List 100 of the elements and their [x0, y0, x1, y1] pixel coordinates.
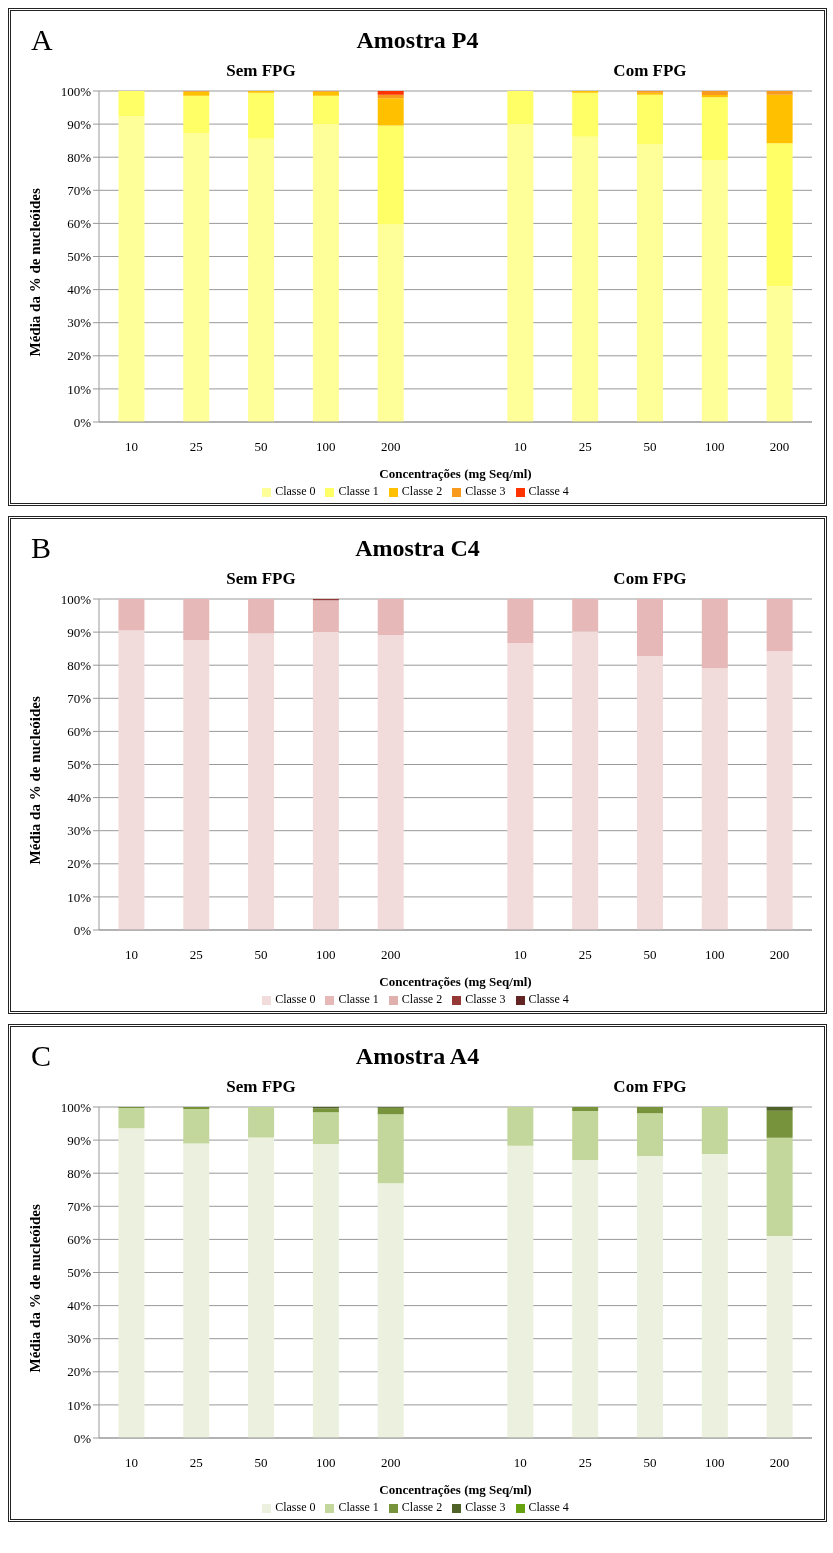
- bar: [377, 1114, 404, 1184]
- legend-label: Classe 1: [338, 484, 379, 498]
- y-tick-label: 100%: [60, 591, 92, 607]
- y-tick-label: 90%: [67, 624, 92, 640]
- bar: [312, 1112, 339, 1145]
- x-tick-label: 50: [643, 947, 657, 963]
- y-tick-label: 80%: [67, 149, 92, 165]
- y-tick-label: 10%: [67, 1397, 92, 1413]
- bar: [248, 1137, 275, 1438]
- y-tick-label: 20%: [67, 856, 92, 872]
- y-tick-label: 50%: [67, 249, 92, 265]
- bar: [572, 1107, 599, 1111]
- legend-label: Classe 4: [528, 1500, 569, 1514]
- x-tick-label: 100: [316, 439, 336, 455]
- x-tick-label: 50: [643, 439, 657, 455]
- bar: [377, 91, 404, 95]
- x-tick-label: 25: [578, 947, 592, 963]
- bar: [766, 1137, 793, 1237]
- y-tick-label: 80%: [67, 657, 92, 673]
- bar: [766, 599, 793, 652]
- legend-label: Classe 1: [338, 1500, 379, 1514]
- x-tick-label: 10: [513, 439, 527, 455]
- x-tick-label: 200: [769, 439, 790, 455]
- bar: [636, 144, 663, 422]
- bar: [766, 651, 793, 930]
- bar: [183, 1143, 210, 1438]
- legend-label: Classe 0: [275, 992, 316, 1006]
- bar: [507, 643, 534, 930]
- bar: [377, 1107, 404, 1115]
- y-tick-label: 40%: [67, 790, 92, 806]
- x-tick-label: 50: [254, 439, 268, 455]
- bar: [507, 1107, 534, 1146]
- y-tick-label: 0%: [73, 922, 92, 938]
- x-tick-label: 50: [254, 1455, 268, 1471]
- legend-label: Classe 2: [401, 484, 443, 498]
- x-tick-label: 25: [578, 1455, 592, 1471]
- bar: [636, 1113, 663, 1156]
- x-tick-label: 25: [189, 1455, 203, 1471]
- bar: [572, 631, 599, 930]
- x-tick-label: 10: [124, 439, 138, 455]
- x-tick-label: 100: [705, 947, 725, 963]
- y-tick-label: 70%: [67, 690, 92, 706]
- bar: [312, 124, 339, 422]
- legend-label: Classe 4: [528, 992, 569, 1006]
- bar: [248, 1107, 275, 1138]
- y-tick-label: 20%: [67, 348, 92, 364]
- x-axis-title: Concentrações (mg Seq/ml): [379, 974, 532, 989]
- y-tick-label: 90%: [67, 116, 92, 132]
- bar: [183, 1108, 210, 1144]
- text: Com FPG: [612, 61, 688, 81]
- bar: [636, 655, 663, 930]
- bar: [507, 124, 534, 422]
- x-tick-label: 200: [769, 947, 790, 963]
- bar: [248, 138, 275, 422]
- y-tick-label: 0%: [73, 414, 92, 430]
- y-tick-label: 60%: [67, 724, 92, 740]
- y-tick-label: 70%: [67, 1198, 92, 1214]
- y-tick-label: 10%: [67, 889, 92, 905]
- bar: [312, 632, 339, 930]
- bar: [636, 599, 663, 656]
- y-tick-label: 0%: [73, 1430, 92, 1446]
- bar: [766, 143, 793, 287]
- bar: [572, 1159, 599, 1438]
- y-tick-label: 100%: [60, 83, 92, 99]
- bar: [312, 600, 339, 633]
- x-tick-label: 10: [513, 947, 527, 963]
- legend-label: Classe 1: [338, 992, 379, 1006]
- bar: [377, 98, 404, 126]
- text: A: [31, 23, 53, 57]
- bar: [636, 1107, 663, 1114]
- bar: [701, 160, 728, 422]
- y-tick-label: 20%: [67, 1364, 92, 1380]
- bar: [701, 1154, 728, 1438]
- text: B: [31, 531, 52, 565]
- x-tick-label: 100: [316, 947, 336, 963]
- y-tick-label: 60%: [67, 1232, 92, 1248]
- bar: [312, 1108, 339, 1113]
- x-tick-label: 10: [124, 947, 138, 963]
- bar: [248, 633, 275, 930]
- x-tick-label: 200: [769, 1455, 790, 1471]
- x-tick-label: 100: [705, 439, 725, 455]
- y-tick-label: 40%: [67, 1298, 92, 1314]
- bar: [118, 116, 145, 422]
- y-tick-label: 100%: [60, 1099, 92, 1115]
- x-tick-label: 10: [124, 1455, 138, 1471]
- bar: [183, 91, 210, 96]
- bar: [377, 635, 404, 930]
- bar: [183, 640, 210, 930]
- bar: [572, 136, 599, 422]
- bar: [118, 1107, 145, 1129]
- y-tick-label: 50%: [67, 757, 92, 773]
- y-tick-label: 10%: [67, 381, 92, 397]
- bar: [377, 224, 404, 422]
- x-tick-label: 25: [189, 947, 203, 963]
- bar: [377, 125, 404, 225]
- x-axis-title: Concentrações (mg Seq/ml): [379, 1482, 532, 1497]
- y-tick-label: 70%: [67, 182, 92, 198]
- bar: [507, 599, 534, 644]
- bar: [377, 599, 404, 636]
- legend-label: Classe 2: [401, 1500, 443, 1514]
